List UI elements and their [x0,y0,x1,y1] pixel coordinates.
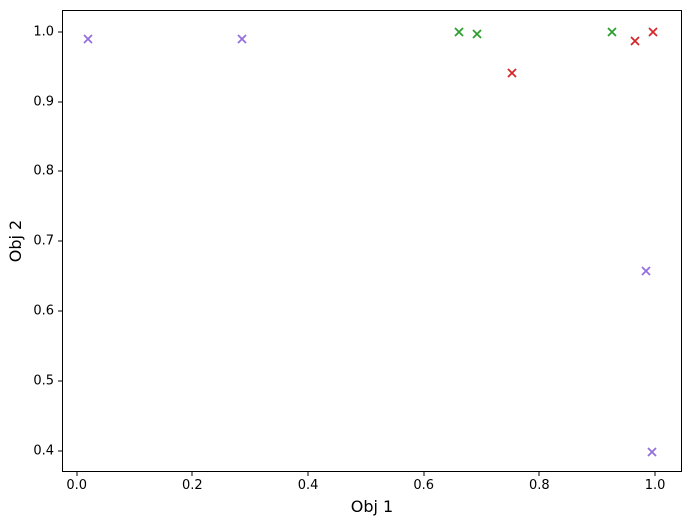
scatter-marker-green-points [454,27,464,37]
x-tick-label: 0.2 [182,478,203,493]
y-tick-mark [58,101,62,103]
y-tick-label: 0.7 [33,233,54,249]
x-axis-label: Obj 1 [350,497,394,516]
y-tick-label: 0.9 [33,94,54,110]
y-tick-label: 0.5 [33,373,54,389]
plot-area: 0.0 0.2 0.4 0.6 0.8 1.0 0.4 0.5 0.6 0.7 0.8 0.9 1.0 [33,10,682,492]
y-tick-label: 0.8 [33,163,54,179]
x-tick-mark [191,472,193,476]
y-tick-mark [58,310,62,312]
y-tick-mark [58,170,62,172]
scatter-marker-purple-points [641,266,651,277]
x-tick-mark [654,472,656,476]
x-tick-label: 0.8 [529,478,550,493]
scatter-marker-red-points [506,68,517,78]
y-tick-label: 0.6 [33,303,54,319]
scatter-marker-green-points [607,27,617,37]
scatter-marker-red-points [648,27,658,37]
scatter-marker-purple-points [83,34,93,44]
x-tick-mark [307,472,309,476]
scatter-marker-red-points [630,36,640,46]
x-tick-label: 1.0 [644,478,666,493]
y-tick-label: 0.4 [33,443,54,459]
axes-spines [62,10,682,472]
y-tick-label: 1.0 [33,24,54,40]
x-tick-label: 0.0 [66,478,88,493]
x-tick-mark [538,472,540,476]
y-tick-mark [58,31,62,33]
scatter-marker-purple-points [236,34,247,44]
x-tick-label: 0.4 [297,478,319,493]
x-tick-mark [423,472,425,476]
x-tick-mark [76,472,78,476]
scatter-marker-purple-points [647,447,657,457]
y-tick-mark [58,240,62,242]
y-tick-mark [58,380,62,382]
x-tick-label: 0.6 [413,478,435,493]
scatter-marker-green-points [472,29,483,39]
y-axis-label: Obj 2 [6,219,25,263]
y-tick-mark [58,450,62,452]
